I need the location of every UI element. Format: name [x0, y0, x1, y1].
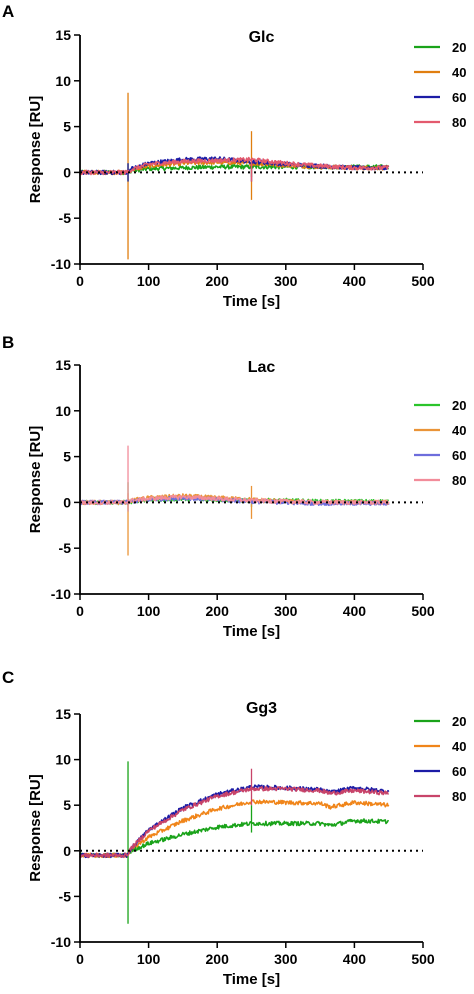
y-tick-label: 0 — [63, 164, 71, 180]
series-line-60 — [79, 784, 390, 859]
x-tick-label: 300 — [274, 951, 298, 967]
y-tick-label: 0 — [63, 494, 71, 510]
legend: 20 40 60 80 — [414, 40, 466, 130]
legend-label-20: 20 — [452, 714, 466, 729]
chart-title: Gg3 — [246, 700, 277, 717]
legend-label-80: 80 — [452, 473, 466, 488]
legend-label-80: 80 — [452, 789, 466, 804]
x-tick-label: 200 — [206, 951, 230, 967]
legend-label-20: 20 — [452, 398, 466, 413]
x-tick-label: 400 — [343, 951, 367, 967]
x-axis-label: Time [s] — [223, 971, 280, 988]
x-tick-label: 500 — [411, 603, 435, 619]
y-tick-label: 10 — [55, 752, 71, 768]
y-tick-label: 10 — [55, 73, 71, 89]
x-tick-label: 100 — [137, 951, 161, 967]
plot-area — [79, 761, 390, 924]
panel-letter: B — [2, 333, 14, 352]
y-tick-label: 15 — [55, 357, 71, 373]
y-tick-label: 5 — [63, 449, 71, 465]
y-tick-label: 5 — [63, 797, 71, 813]
y-axis-label: Response [RU] — [27, 774, 44, 882]
y-tick-label: -5 — [59, 540, 72, 556]
chart-title: Glc — [249, 29, 275, 46]
y-tick-label: -10 — [51, 934, 71, 950]
series-line-20 — [79, 818, 390, 859]
x-tick-label: 300 — [274, 273, 298, 289]
panel-letter: C — [2, 668, 14, 687]
y-tick-label: -10 — [51, 586, 71, 602]
y-tick-label: 10 — [55, 403, 71, 419]
legend: 20 40 60 80 — [414, 714, 466, 804]
x-tick-label: 0 — [76, 951, 84, 967]
x-axis-label: Time [s] — [223, 293, 280, 310]
series-line-80 — [79, 786, 389, 859]
legend-label-40: 40 — [452, 423, 466, 438]
x-tick-label: 0 — [76, 603, 84, 619]
legend-label-80: 80 — [452, 115, 466, 130]
x-tick-label: 500 — [411, 273, 435, 289]
y-tick-label: -5 — [59, 210, 72, 226]
legend-label-40: 40 — [452, 65, 466, 80]
series-line-40 — [79, 799, 390, 859]
legend-label-20: 20 — [452, 40, 466, 55]
x-tick-label: 200 — [206, 273, 230, 289]
x-tick-label: 400 — [343, 273, 367, 289]
chart-title: Lac — [248, 359, 276, 376]
chart-panel-b: B Lac -10 -5 0 5 10 15 0 100 200 300 400 500 Time [s] R… — [2, 333, 466, 640]
x-tick-label: 200 — [206, 603, 230, 619]
series-line-80 — [79, 494, 390, 506]
legend-label-40: 40 — [452, 739, 466, 754]
y-tick-label: 0 — [63, 843, 71, 859]
legend-label-60: 60 — [452, 90, 466, 105]
y-tick-label: -10 — [51, 256, 71, 272]
x-tick-label: 0 — [76, 273, 84, 289]
x-tick-label: 300 — [274, 603, 298, 619]
x-axis-label: Time [s] — [223, 623, 280, 640]
plot-area — [79, 445, 390, 556]
x-tick-label: 500 — [411, 951, 435, 967]
series-line-80 — [79, 156, 389, 176]
y-tick-label: 15 — [55, 706, 71, 722]
panel-letter: A — [2, 2, 14, 21]
legend: 20 40 60 80 — [414, 398, 466, 488]
legend-label-60: 60 — [452, 764, 466, 779]
y-tick-label: 15 — [55, 27, 71, 43]
plot-area — [79, 92, 390, 260]
x-tick-label: 400 — [343, 603, 367, 619]
chart-panel-a: A Glc -10 -5 0 5 10 15 0 100 200 300 400 500 Time [s] R… — [2, 2, 466, 310]
x-tick-label: 100 — [137, 603, 161, 619]
y-tick-label: 5 — [63, 119, 71, 135]
x-tick-label: 100 — [137, 273, 161, 289]
y-tick-label: -5 — [59, 888, 72, 904]
chart-panel-c: C Gg3 -10 -5 0 5 10 15 0 100 200 300 400 500 Time [s] R… — [2, 668, 466, 988]
legend-label-60: 60 — [452, 448, 466, 463]
y-axis-label: Response [RU] — [27, 426, 44, 534]
y-axis-label: Response [RU] — [27, 96, 44, 204]
